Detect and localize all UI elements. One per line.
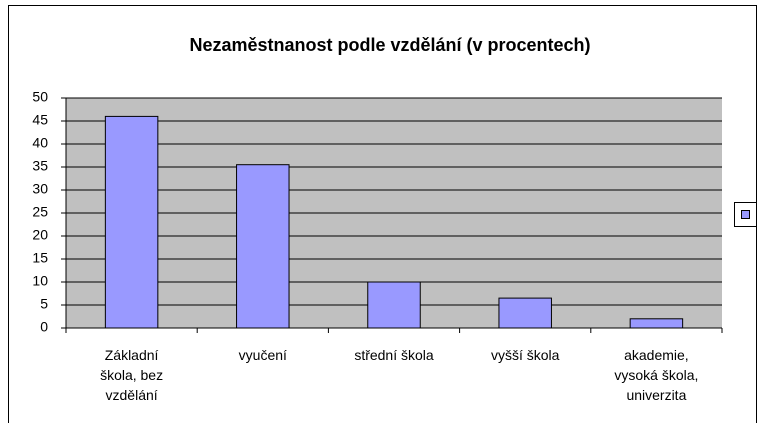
x-tick-label: střední škola [354,347,434,363]
y-tick-label: 25 [32,204,48,220]
bar [236,164,290,329]
x-tick-label: Základní škola, bez vzdělání [100,347,163,403]
y-tick-label: 45 [32,112,48,128]
y-tick-label: 5 [40,296,48,312]
chart-title: Nezaměstnanost podle vzdělání (v procent… [189,35,590,55]
y-tick-label: 0 [40,319,48,335]
y-tick-label: 30 [32,181,48,197]
x-tick-label: vyšší škola [491,347,560,363]
x-tick-label: vyučení [239,347,287,363]
y-tick-label: 40 [32,135,48,151]
y-tick-label: 10 [32,273,48,289]
y-tick-label: 20 [32,227,48,243]
bar [367,281,421,329]
y-tick-label: 35 [32,158,48,174]
x-tick-label: akademie, vysoká škola, univerzita [614,347,698,403]
y-tick-label: 15 [32,250,48,266]
bar [629,318,684,329]
bar [104,115,159,329]
legend-marker [741,210,750,219]
y-tick-label: 50 [32,89,48,105]
bar [498,297,552,329]
